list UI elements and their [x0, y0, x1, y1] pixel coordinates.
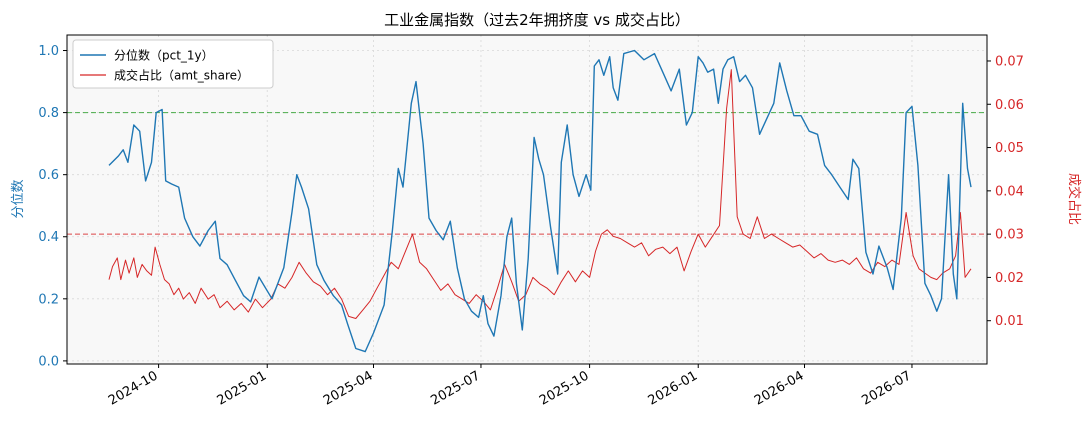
- x-axis: 2024-10 2025-01 2025-04 2025-07 2025-10 2026-…: [106, 364, 914, 409]
- x-tick-label: 2026-07: [859, 368, 914, 408]
- legend-label-amt: 成交占比（amt_share）: [114, 68, 249, 83]
- x-tick-label: 2026-04: [752, 368, 807, 408]
- threshold-lines: [67, 112, 987, 235]
- series-layer: [108, 49, 972, 353]
- x-tick-label: 2025-01: [215, 368, 270, 408]
- legend-box: [72, 39, 274, 89]
- left-tick-label: 0.0: [38, 354, 59, 369]
- x-tick-label: 2025-10: [537, 368, 592, 408]
- right-tick-label: 0.03: [995, 228, 1024, 243]
- right-y-axis: 0.01 0.02 0.03 0.04 0.05 0.06 0.07: [987, 54, 1024, 329]
- plot-area: [67, 35, 987, 364]
- x-tick-label: 2025-07: [428, 368, 483, 408]
- right-tick-label: 0.07: [995, 54, 1024, 69]
- legend-label-pct: 分位数（pct_1y）: [114, 48, 214, 63]
- right-tick-label: 0.01: [995, 314, 1024, 329]
- left-tick-label: 0.6: [38, 168, 59, 183]
- series-line-pct: [108, 49, 972, 353]
- right-tick-label: 0.04: [995, 184, 1024, 199]
- x-tick-label: 2024-10: [106, 368, 161, 408]
- x-tick-label: 2026-01: [646, 368, 701, 408]
- right-tick-label: 0.02: [995, 271, 1024, 286]
- chart-title: 工业金属指数（过去2年拥挤度 vs 成交占比）: [384, 11, 690, 29]
- left-tick-label: 0.8: [38, 106, 59, 121]
- x-tick-label: 2025-04: [321, 368, 376, 408]
- left-tick-label: 0.2: [38, 292, 59, 307]
- legend: 分位数（pct_1y） 成交占比（amt_share）: [72, 39, 274, 89]
- left-y-axis: 0.0 0.2 0.4 0.6 0.8 1.0: [38, 44, 67, 369]
- left-axis-label: 分位数: [11, 179, 26, 218]
- right-tick-label: 0.06: [995, 98, 1024, 113]
- left-tick-label: 0.4: [38, 230, 59, 245]
- left-tick-label: 1.0: [38, 44, 59, 59]
- right-tick-label: 0.05: [995, 141, 1024, 156]
- plot-frame: [66, 34, 988, 365]
- right-axis-label: 成交占比: [1066, 173, 1082, 225]
